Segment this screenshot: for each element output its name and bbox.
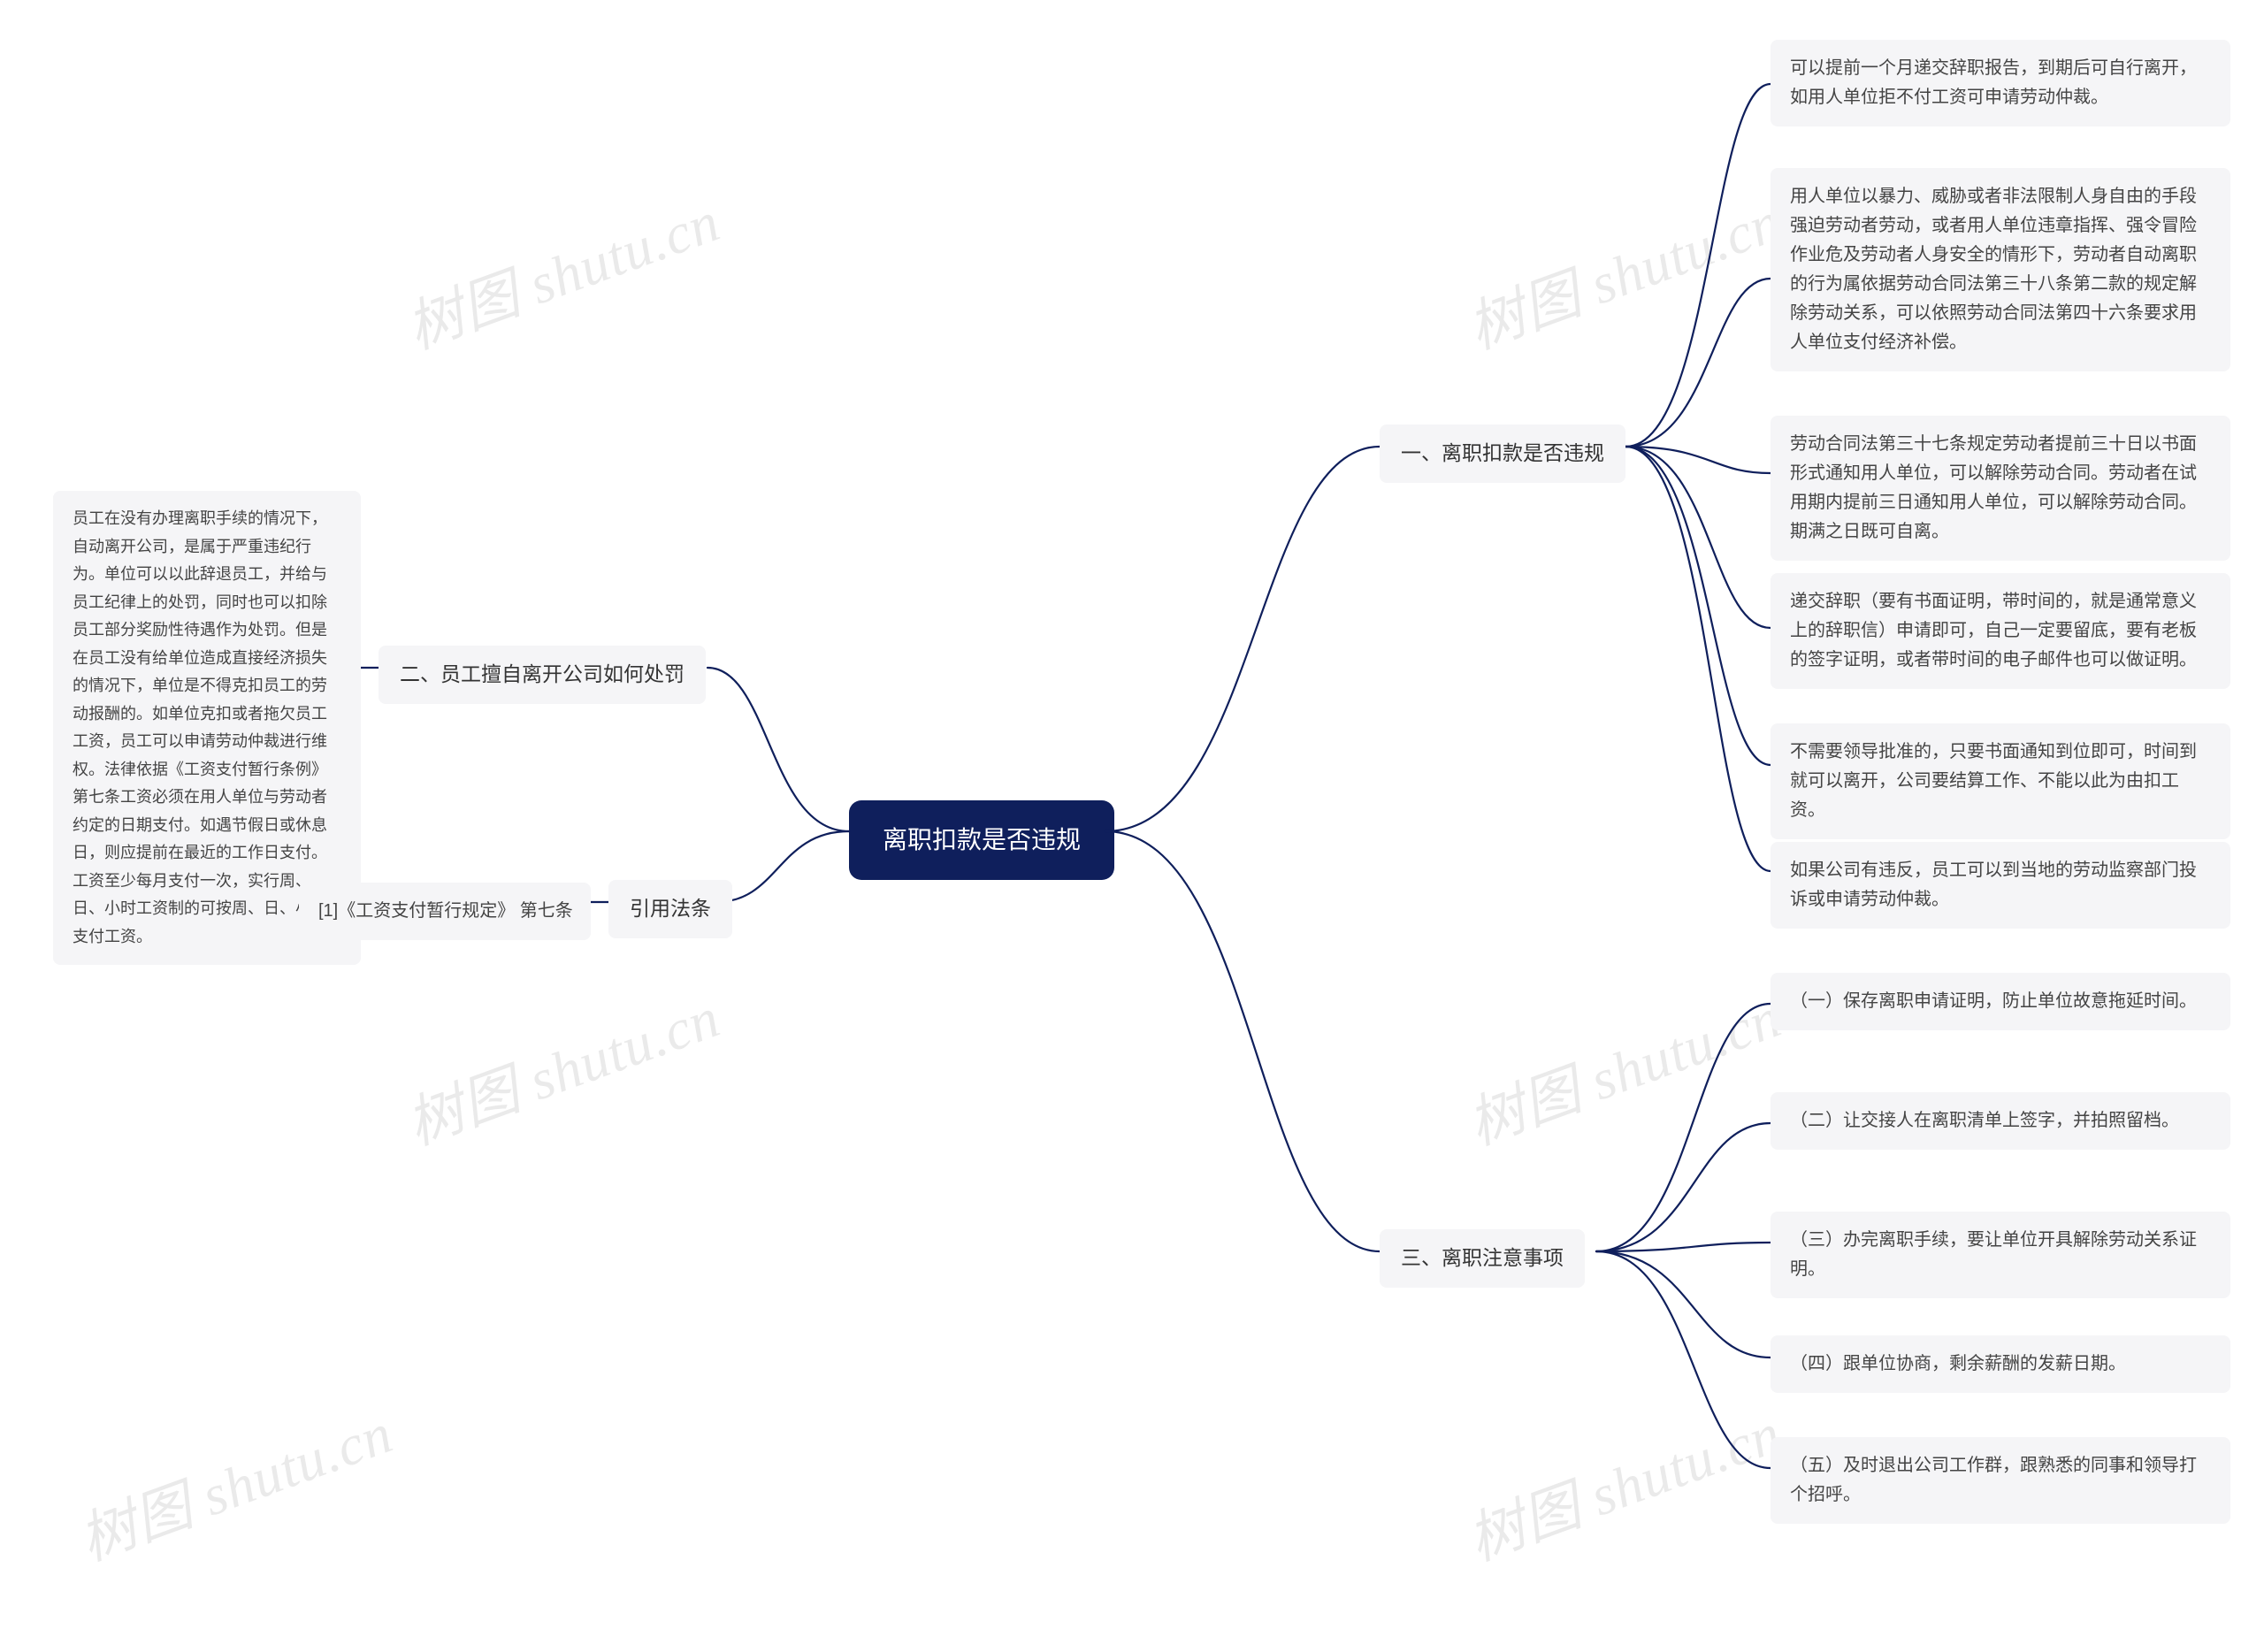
watermark: 树图 shutu.cn bbox=[394, 176, 729, 364]
b3-leaf-0: （一）保存离职申请证明，防止单位故意拖延时间。 bbox=[1771, 973, 2230, 1030]
b3-leaf-1: （二）让交接人在离职清单上签字，并拍照留档。 bbox=[1771, 1092, 2230, 1150]
watermark: 树图 shutu.cn bbox=[1455, 176, 1790, 364]
watermark: 树图 shutu.cn bbox=[1455, 1388, 1790, 1576]
branch-3[interactable]: 三、离职注意事项 bbox=[1380, 1229, 1585, 1288]
b1-leaf-0: 可以提前一个月递交辞职报告，到期后可自行离开，如用人单位拒不付工资可申请劳动仲裁… bbox=[1771, 40, 2230, 126]
b1-leaf-3: 递交辞职（要有书面证明，带时间的，就是通常意义上的辞职信）申请即可，自己一定要留… bbox=[1771, 573, 2230, 689]
branch-1[interactable]: 一、离职扣款是否违规 bbox=[1380, 424, 1625, 483]
branch-ref[interactable]: 引用法条 bbox=[608, 880, 732, 938]
watermark: 树图 shutu.cn bbox=[66, 1388, 402, 1576]
b1-leaf-2: 劳动合同法第三十七条规定劳动者提前三十日以书面形式通知用人单位，可以解除劳动合同… bbox=[1771, 416, 2230, 561]
b3-leaf-4: （五）及时退出公司工作群，跟熟悉的同事和领导打个招呼。 bbox=[1771, 1437, 2230, 1524]
b1-leaf-1: 用人单位以暴力、威胁或者非法限制人身自由的手段强迫劳动者劳动，或者用人单位违章指… bbox=[1771, 168, 2230, 371]
b3-leaf-3: （四）跟单位协商，剩余薪酬的发薪日期。 bbox=[1771, 1335, 2230, 1393]
watermark: 树图 shutu.cn bbox=[1455, 972, 1790, 1160]
ref-leaf: [1]《工资支付暂行规定》 第七条 bbox=[299, 883, 591, 940]
root-node[interactable]: 离职扣款是否违规 bbox=[849, 800, 1114, 880]
b1-leaf-4: 不需要领导批准的，只要书面通知到位即可，时间到就可以离开，公司要结算工作、不能以… bbox=[1771, 723, 2230, 839]
branch-2[interactable]: 二、员工擅自离开公司如何处罚 bbox=[379, 646, 706, 704]
watermark: 树图 shutu.cn bbox=[394, 972, 729, 1160]
b3-leaf-2: （三）办完离职手续，要让单位开具解除劳动关系证明。 bbox=[1771, 1212, 2230, 1298]
b1-leaf-5: 如果公司有违反，员工可以到当地的劳动监察部门投诉或申请劳动仲裁。 bbox=[1771, 842, 2230, 929]
